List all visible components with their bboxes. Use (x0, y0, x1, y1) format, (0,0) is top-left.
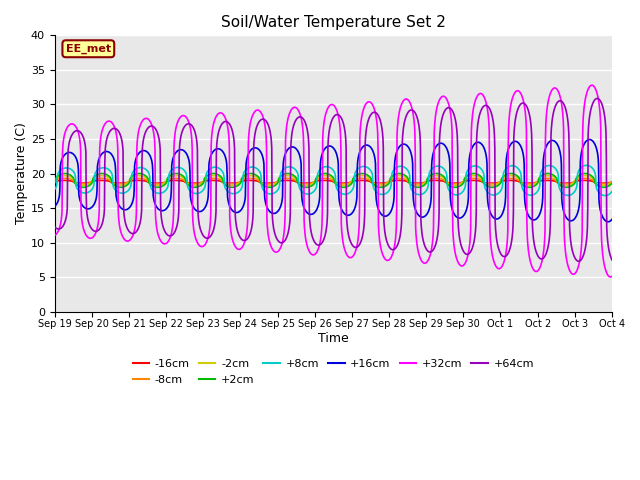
Title: Soil/Water Temperature Set 2: Soil/Water Temperature Set 2 (221, 15, 445, 30)
Text: EE_met: EE_met (66, 44, 111, 54)
Y-axis label: Temperature (C): Temperature (C) (15, 122, 28, 225)
X-axis label: Time: Time (318, 332, 349, 345)
Legend: -16cm, -8cm, -2cm, +2cm, +8cm, +16cm, +32cm, +64cm: -16cm, -8cm, -2cm, +2cm, +8cm, +16cm, +3… (128, 355, 538, 389)
